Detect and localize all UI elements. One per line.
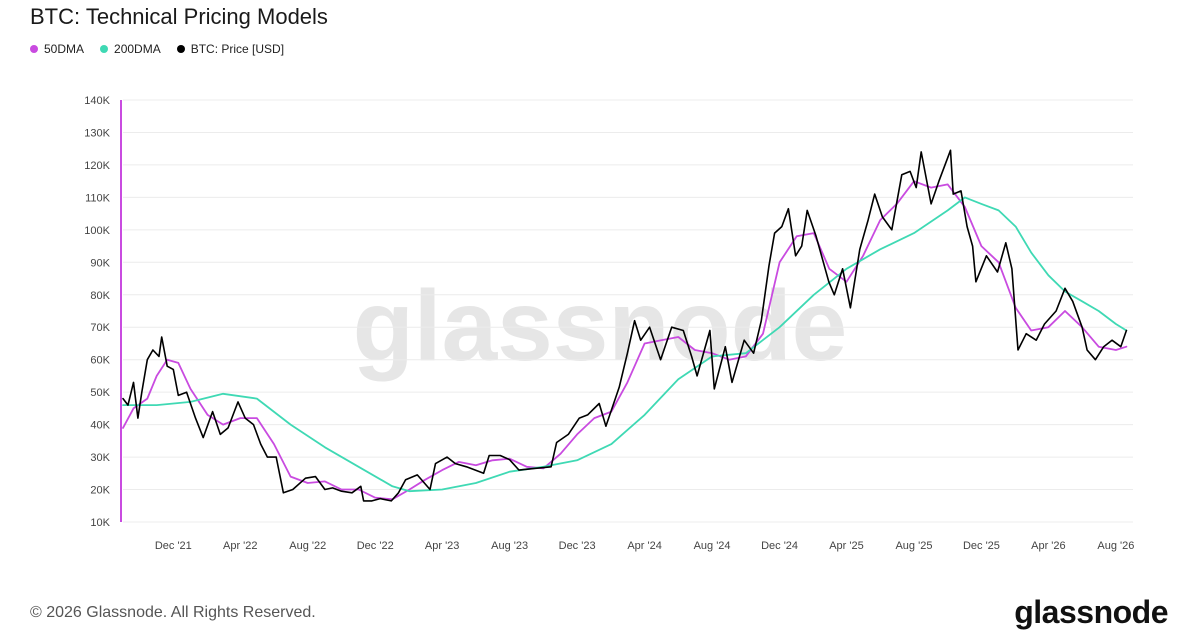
chart-legend: 50DMA 200DMA BTC: Price [USD] [30, 42, 284, 56]
y-tick-label: 140K [84, 95, 110, 107]
x-tick-label: Dec '21 [155, 540, 192, 552]
x-tick-label: Aug '25 [895, 540, 932, 552]
x-tick-label: Apr '23 [425, 540, 460, 552]
y-tick-label: 50K [90, 387, 110, 399]
y-tick-label: 90K [90, 257, 110, 269]
footer-copyright: © 2026 Glassnode. All Rights Reserved. [30, 604, 316, 621]
legend-item-price[interactable]: BTC: Price [USD] [176, 42, 285, 56]
footer-logo[interactable]: glassnode [1014, 594, 1168, 630]
x-tick-label: Apr '26 [1031, 540, 1066, 552]
y-tick-label: 30K [90, 452, 110, 464]
legend-swatch-price [176, 45, 185, 53]
chart-area[interactable]: glassnode 10K20K30K40K50K60K70K80K90K100… [0, 0, 1200, 600]
x-tick-label: Aug '24 [694, 540, 731, 552]
x-tick-label: Dec '22 [357, 540, 394, 552]
legend-label-200dma: 200DMA [114, 42, 161, 56]
y-tick-label: 40K [90, 420, 110, 432]
y-tick-label: 110K [85, 192, 111, 204]
x-tick-label: Aug '22 [289, 540, 326, 552]
x-tick-label: Dec '24 [761, 540, 798, 552]
y-tick-label: 120K [84, 160, 110, 172]
x-tick-label: Dec '25 [963, 540, 1000, 552]
legend-item-50dma[interactable]: 50DMA [30, 42, 84, 56]
y-axis: 10K 20K 30K 40K 50K 60K 70K 80K 90K 100K 110K 120K 1… [84, 95, 110, 529]
legend-label-50dma: 50DMA [44, 42, 85, 56]
y-tick-label: 80K [90, 290, 110, 302]
x-tick-label: Apr '24 [627, 540, 662, 552]
x-tick-label: Apr '22 [223, 540, 258, 552]
legend-swatch-200dma [100, 45, 109, 53]
x-tick-label: Aug '26 [1097, 540, 1134, 552]
x-tick-label: Dec '23 [559, 540, 596, 552]
series-price-line[interactable] [122, 149, 1128, 502]
y-tick-label: 130K [84, 127, 110, 139]
legend-swatch-50dma [30, 45, 38, 53]
x-tick-label: Apr '25 [829, 540, 864, 552]
x-axis: Dec '21 Apr '22 Aug '22 Dec '22 Apr '23 Aug '… [155, 540, 1134, 552]
y-tick-label: 20K [90, 485, 110, 497]
series-layer [122, 149, 1128, 502]
y-tick-label: 100K [84, 225, 110, 237]
chart-title: BTC: Technical Pricing Models [30, 4, 328, 29]
legend-item-200dma[interactable]: 200DMA [100, 42, 161, 56]
y-tick-label: 70K [90, 322, 110, 334]
x-tick-label: Aug '23 [491, 540, 528, 552]
legend-label-price: BTC: Price [USD] [190, 42, 285, 56]
y-tick-label: 60K [90, 355, 110, 367]
y-tick-label: 10K [90, 517, 110, 529]
